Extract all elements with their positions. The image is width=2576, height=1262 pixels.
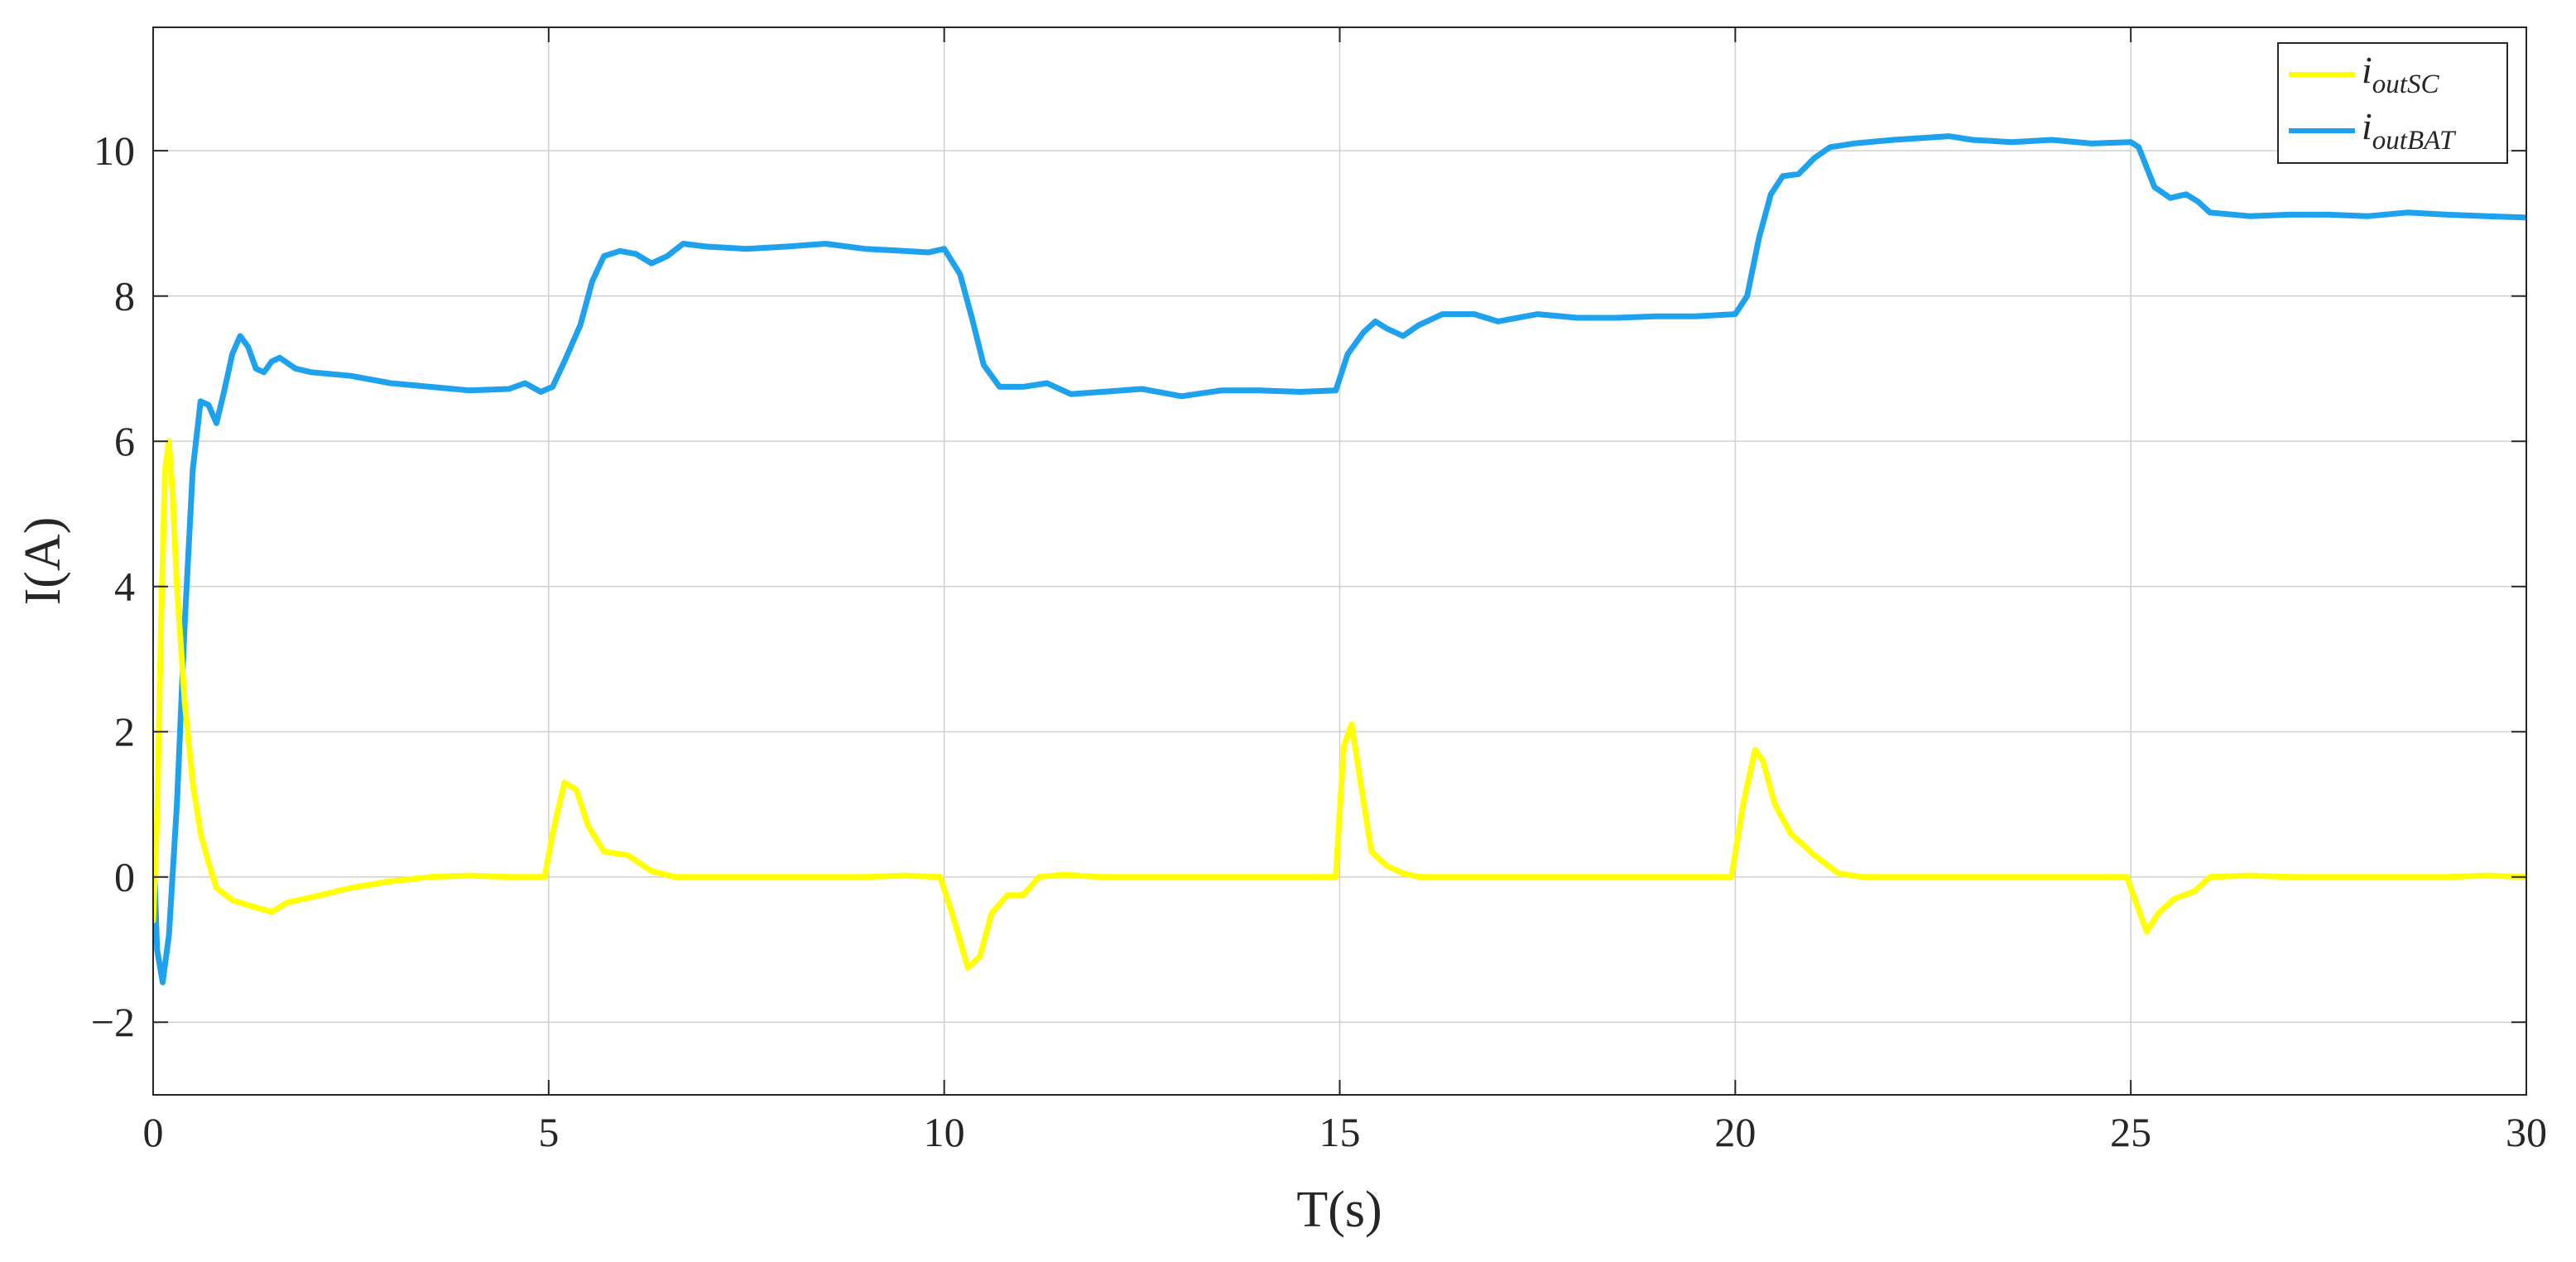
x-tick-label: 30 xyxy=(2506,1109,2547,1155)
series-line-outsc xyxy=(153,438,2526,971)
x-tick-label: 0 xyxy=(143,1109,164,1155)
y-tick-label: −2 xyxy=(91,999,135,1045)
legend: ioutSC ioutBAT xyxy=(2277,42,2508,164)
y-tick-label: 6 xyxy=(114,418,135,464)
y-tick-label: 10 xyxy=(94,127,135,174)
y-tick-label: 4 xyxy=(114,564,135,610)
x-tick-label: 10 xyxy=(924,1109,965,1155)
series-line-outbat xyxy=(153,133,2526,986)
x-tick-label: 15 xyxy=(1319,1109,1361,1155)
y-tick-label: 2 xyxy=(114,708,135,755)
series-layer xyxy=(153,133,2526,986)
legend-box xyxy=(2277,42,2508,164)
legend-label-ioutbat: ioutBAT xyxy=(2362,105,2457,156)
y-tick-label: 0 xyxy=(114,854,135,900)
ticks: 0 5 10 15 20 25 30 −2 0 2 4 6 8 10 xyxy=(91,27,2547,1155)
x-axis-title: T(s) xyxy=(1296,1182,1382,1238)
y-tick-label: 8 xyxy=(114,273,135,319)
x-tick-label: 25 xyxy=(2110,1109,2151,1155)
x-tick-label: 5 xyxy=(538,1109,559,1155)
grid xyxy=(153,27,2526,1095)
y-axis-title: I(A) xyxy=(15,517,71,606)
legend-label-ioutsc: ioutSC xyxy=(2362,49,2439,99)
x-tick-label: 20 xyxy=(1714,1109,1756,1155)
